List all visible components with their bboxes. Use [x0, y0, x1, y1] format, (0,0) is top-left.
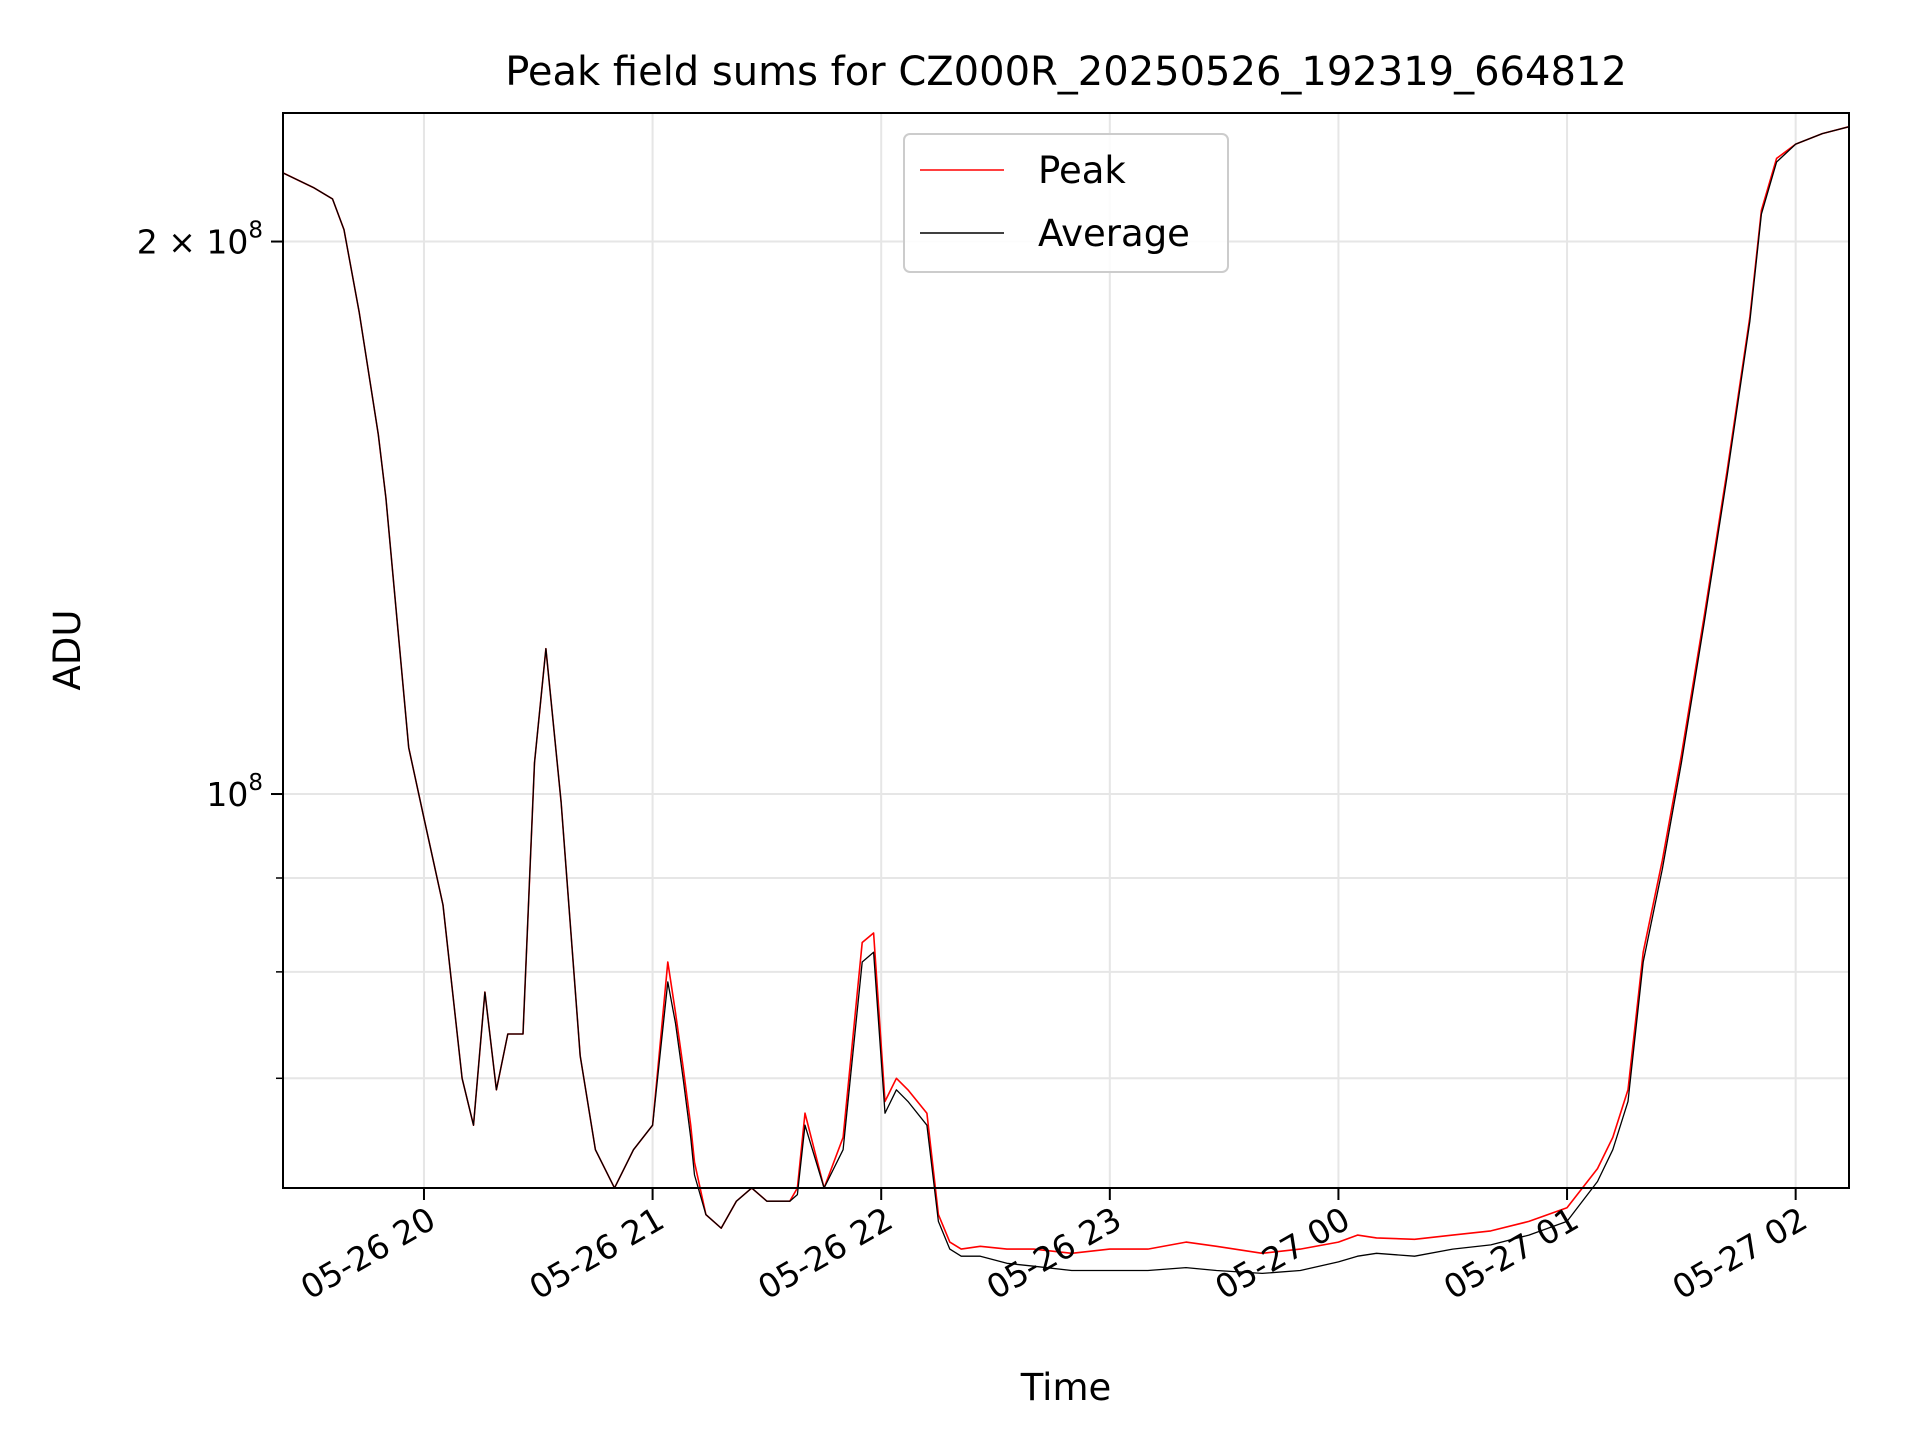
legend: Peak Average: [903, 133, 1229, 273]
x-axis-label: Time: [1020, 1366, 1112, 1409]
grid-lines: [283, 113, 1849, 1188]
legend-label-average: Average: [1038, 212, 1190, 255]
y-axis-label: ADU: [46, 610, 89, 691]
legend-box: [903, 133, 1229, 273]
plot-frame: [282, 112, 1850, 1189]
y-tick-label: 2 × 108: [137, 218, 263, 262]
legend-label-peak: Peak: [1038, 149, 1126, 192]
y-tick-label: 108: [206, 770, 263, 814]
chart-title: Peak field sums for CZ000R_20250526_1923…: [505, 49, 1627, 95]
